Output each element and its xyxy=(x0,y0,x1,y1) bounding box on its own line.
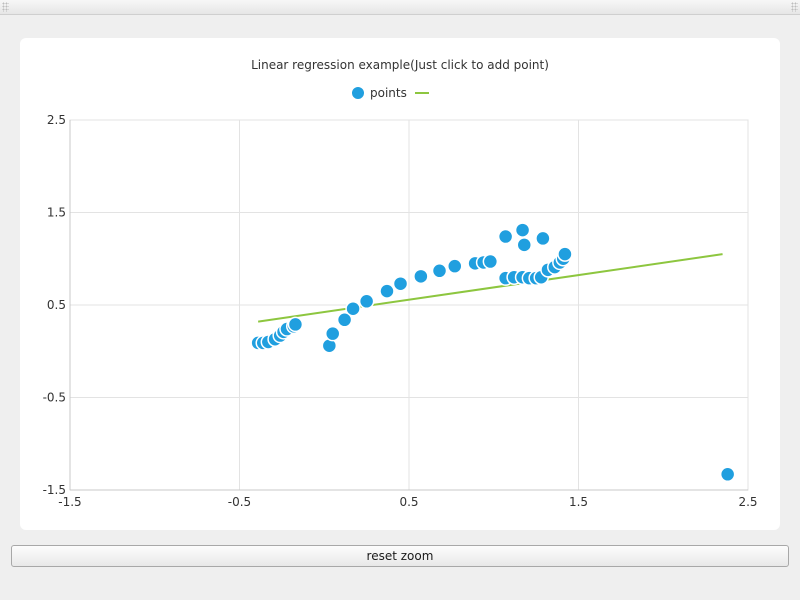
plot-axes: -1.5 -0.5 0.5 1.5 2.5 -1.5 -0.5 0.5 1.5 2.5 xyxy=(43,113,758,509)
chart-legend: points xyxy=(351,86,429,100)
scatter-point xyxy=(514,222,531,238)
grip-left-icon xyxy=(2,2,9,12)
y-tick-label: 0.5 xyxy=(47,298,66,312)
x-tick-label: 0.5 xyxy=(399,495,418,509)
y-tick-label: 1.5 xyxy=(47,206,66,220)
scatter-point xyxy=(392,275,409,292)
y-tick-label: 2.5 xyxy=(47,113,66,127)
reset-zoom-button[interactable]: reset zoom xyxy=(11,545,789,567)
y-tick-label: -1.5 xyxy=(43,483,66,497)
scatter-point xyxy=(557,246,573,262)
y-tick-label: -0.5 xyxy=(43,391,66,405)
scatter-point xyxy=(379,283,395,299)
legend-label-points: points xyxy=(370,86,407,100)
scatter-point xyxy=(358,293,375,310)
scatter-point xyxy=(345,300,361,317)
scatter-point xyxy=(324,325,341,342)
x-tick-label: 1.5 xyxy=(569,495,588,509)
series-lines xyxy=(258,253,723,323)
scatter-point xyxy=(497,228,514,245)
scatter-point xyxy=(516,237,533,253)
x-tick-label: 2.5 xyxy=(738,495,757,509)
x-tick-label: -1.5 xyxy=(58,495,81,509)
scatter-point xyxy=(431,263,448,279)
plot-grid xyxy=(69,119,749,491)
scatter-point xyxy=(482,253,499,270)
scatter-point xyxy=(535,230,551,247)
legend-marker-points xyxy=(351,86,365,100)
regression-chart[interactable]: Linear regression example(Just click to … xyxy=(20,38,780,530)
x-tick-label: -0.5 xyxy=(228,495,251,509)
window-titlebar xyxy=(0,0,800,15)
scatter-point xyxy=(719,466,736,483)
scatter-point xyxy=(413,268,429,285)
scatter-point xyxy=(287,316,304,333)
chart-view[interactable]: Linear regression example(Just click to … xyxy=(20,38,780,530)
grip-right-icon xyxy=(791,2,798,12)
series-points xyxy=(250,222,736,483)
scatter-point xyxy=(336,312,353,328)
chart-title: Linear regression example(Just click to … xyxy=(251,58,549,72)
regression-line xyxy=(258,253,723,323)
scatter-point xyxy=(447,258,463,274)
